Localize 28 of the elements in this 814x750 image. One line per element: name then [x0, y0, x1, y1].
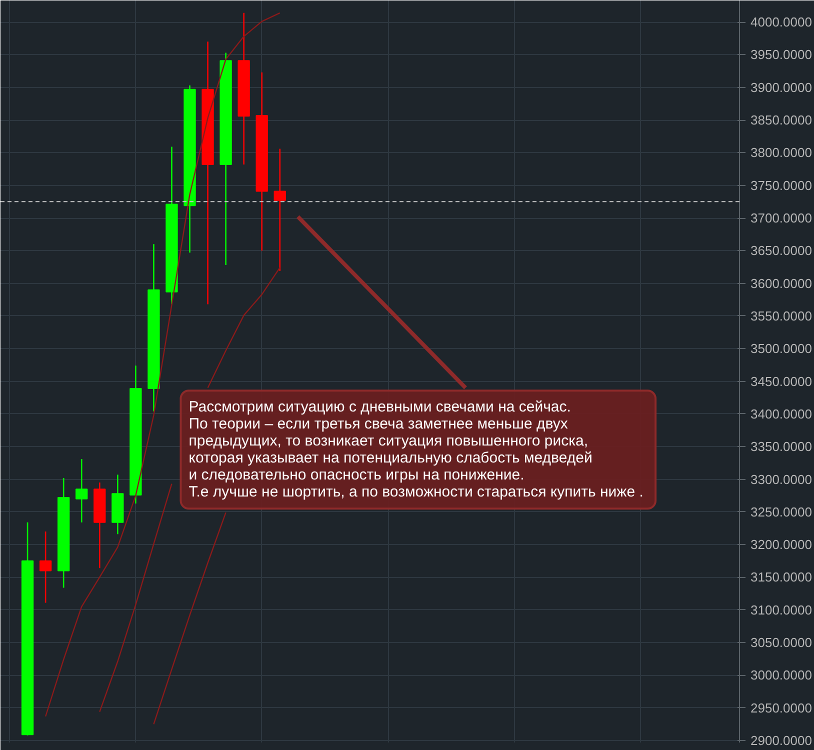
y-tick-label: 3100.0000 [750, 602, 812, 618]
y-tick-label: 3750.0000 [750, 178, 812, 193]
y-tick-label: 4000.0000 [750, 14, 812, 30]
y-tick-label: 3250.0000 [750, 504, 812, 520]
y-tick-label: 3800.0000 [750, 145, 812, 160]
y-tick-label: 3550.0000 [750, 308, 812, 324]
y-tick-label: 3200.0000 [750, 537, 812, 552]
y-tick-label: 3850.0000 [750, 112, 812, 128]
y-tick-label: 3050.0000 [750, 635, 812, 650]
line-series [153, 512, 226, 725]
y-tick-label: 2900.0000 [750, 733, 812, 748]
y-tick-label: 3900.0000 [750, 80, 812, 95]
y-tick-label: 3150.0000 [750, 570, 812, 585]
y-tick-label: 3600.0000 [750, 276, 812, 291]
y-tick-label: 3700.0000 [750, 210, 812, 226]
y-tick-label: 2950.0000 [750, 700, 812, 716]
y-tick-label: 3500.0000 [750, 341, 812, 356]
y-tick-label: 3400.0000 [750, 406, 812, 422]
candlestick [39, 530, 52, 604]
y-tick-label: 3950.0000 [750, 47, 812, 62]
y-tick-label: 3350.0000 [750, 439, 812, 454]
y-tick-label: 3450.0000 [750, 374, 812, 389]
y-tick-label: 3300.0000 [750, 472, 812, 487]
annotation: Рассмотрим ситуацию с дневными свечами на сейчас. По теории – если третья свеча заметнее меньше двух предыдущих, то возникает ситуация повышенного риска, которая указывает на потенциальную слабость медведей и следовательно опасность игры на понижение. Т.е лучше не шортить, а по возможности стараться купить ниже . [188, 398, 644, 501]
y-tick-label: 3000.0000 [750, 668, 812, 683]
candlestick [76, 458, 88, 524]
candlestick [274, 148, 286, 272]
y-tick-label: 3650.0000 [750, 243, 812, 258]
